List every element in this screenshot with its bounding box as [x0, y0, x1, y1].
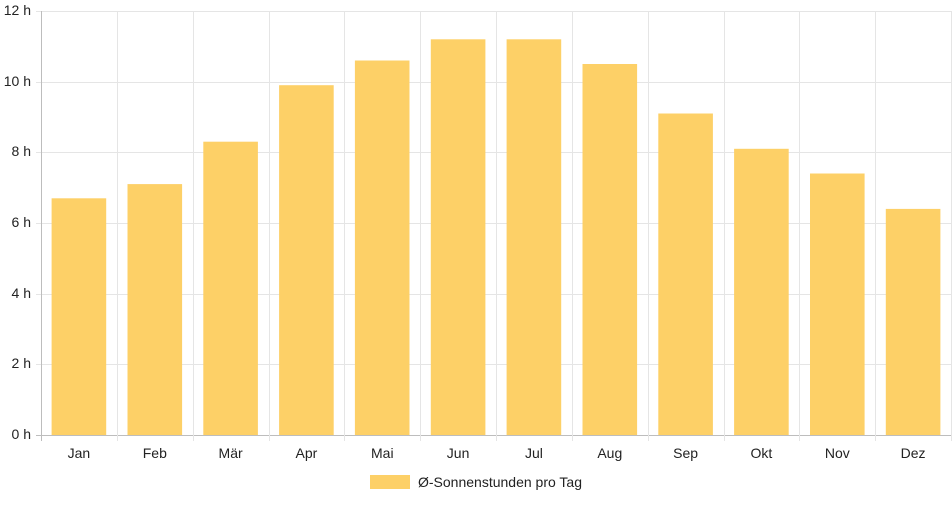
y-tick-label: 2 h	[12, 355, 31, 371]
x-tick-label: Mär	[219, 445, 243, 461]
bar-mai	[354, 60, 410, 435]
bar-jun	[430, 39, 486, 436]
x-tick-label: Apr	[296, 445, 318, 461]
y-tick-label: 4 h	[12, 285, 31, 301]
bar-jul	[506, 39, 562, 436]
bar-feb	[127, 184, 183, 435]
x-tick-label: Sep	[673, 445, 698, 461]
x-tick-label: Nov	[825, 445, 850, 461]
legend-swatch	[370, 475, 410, 489]
legend-label: Ø-Sonnenstunden pro Tag	[418, 474, 582, 490]
bar-sep	[658, 113, 713, 435]
x-tick-label: Dez	[901, 445, 926, 461]
bar-okt	[734, 148, 789, 436]
x-tick-label: Feb	[143, 445, 167, 461]
y-tick-label: 6 h	[12, 214, 31, 230]
bar-jan	[51, 198, 107, 435]
y-tick-label: 0 h	[12, 426, 31, 442]
x-tick-label: Jan	[68, 445, 91, 461]
x-tick-label: Okt	[751, 445, 773, 461]
x-tick-label: Jun	[447, 445, 470, 461]
x-tick-label: Jul	[525, 445, 543, 461]
bar-apr	[279, 85, 334, 435]
legend[interactable]: Ø-Sonnenstunden pro Tag	[370, 472, 582, 492]
x-tick-label: Mai	[371, 445, 394, 461]
bar-dez	[885, 208, 941, 435]
y-tick-label: 8 h	[12, 143, 31, 159]
x-tick-label: Aug	[597, 445, 622, 461]
bar-aug	[582, 64, 638, 435]
bar-mär	[203, 141, 258, 435]
bar-nov	[810, 173, 865, 435]
y-tick-label: 10 h	[4, 73, 31, 89]
y-tick-label: 12 h	[4, 2, 31, 18]
